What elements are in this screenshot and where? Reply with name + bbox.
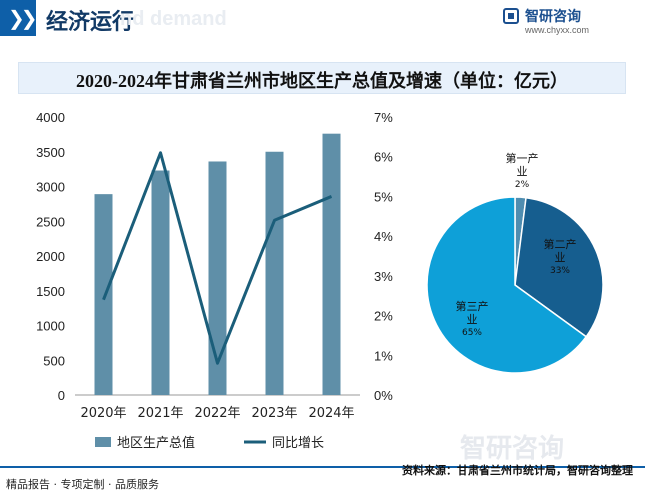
- section-title: 经济运行: [46, 10, 135, 35]
- x-tick-label: 2023年: [251, 406, 297, 421]
- legend-swatch-bar: [95, 437, 111, 447]
- brand: 智研咨询 www.chyxx.com: [503, 6, 633, 38]
- footer-watermark: 智研咨询: [460, 434, 565, 464]
- y-right-tick-label: 1%: [374, 348, 393, 363]
- header-watermark: nd demand: [120, 8, 227, 30]
- y-right-tick-label: 5%: [374, 189, 393, 204]
- pie-label: 第一产: [506, 151, 539, 165]
- chart-title-band: 2020-2024年甘肃省兰州市地区生产总值及增速（单位：亿元）: [18, 62, 626, 94]
- pie-label: 第三产: [456, 299, 489, 313]
- y-left-tick-label: 1000: [36, 319, 65, 334]
- pie-label: 业: [467, 313, 478, 326]
- brand-logo-icon: [503, 8, 519, 24]
- bar: [94, 194, 113, 395]
- bar-line-chart: 0 500 1000 1500 2000 2500 3000 3500 4000 0% 1% 2% 3%…: [36, 110, 393, 451]
- pie-percent-label: 2%: [515, 180, 530, 190]
- y-left-tick-label: 1500: [36, 284, 65, 299]
- x-tick-label: 2021年: [137, 406, 183, 421]
- y-left-tick-label: 2000: [36, 249, 65, 264]
- y-right-tick-label: 0%: [374, 388, 393, 403]
- pie-slice: [426, 196, 588, 374]
- y-left-tick-label: 0: [58, 388, 65, 403]
- y-right-tick-label: 2%: [374, 309, 393, 324]
- footer: 精品报告 · 专项定制 · 品质服务: [0, 466, 645, 496]
- header-bar: ❯❯ 经济运行 nd demand 智研咨询 www.chyxx.com: [0, 0, 645, 40]
- y-right-tick-label: 4%: [374, 229, 393, 244]
- y-left-tick-label: 2500: [36, 214, 65, 229]
- pie-label: 第二产: [544, 237, 577, 251]
- brand-name: 智研咨询: [525, 9, 581, 25]
- pie-label: 业: [555, 251, 566, 264]
- chevron-right-icon: ❯❯: [8, 6, 37, 30]
- x-tick-label: 2022年: [194, 406, 240, 421]
- bar: [265, 151, 284, 395]
- chart-title: 2020-2024年甘肃省兰州市地区生产总值及增速（单位：亿元）: [76, 71, 568, 91]
- bar: [151, 170, 170, 395]
- y-left-tick-label: 3500: [36, 145, 65, 160]
- y-right-tick-label: 7%: [374, 110, 393, 125]
- pie-percent-label: 65%: [462, 328, 482, 338]
- pie-slice: [514, 196, 604, 338]
- brand-url: www.chyxx.com: [525, 25, 590, 35]
- footer-divider: [0, 466, 645, 468]
- pie-percent-label: 33%: [550, 266, 570, 276]
- legend-label: 同比增长: [272, 436, 324, 451]
- data-source: 资料来源：甘肃省兰州市统计局，智研咨询整理: [402, 464, 633, 477]
- legend-label: 地区生产总值: [117, 435, 195, 451]
- bar: [322, 133, 341, 395]
- pie-label: 业: [517, 165, 528, 178]
- y-left-tick-label: 3000: [36, 180, 65, 195]
- x-tick-label: 2020年: [80, 406, 126, 421]
- y-left-tick-label: 4000: [36, 110, 65, 125]
- x-tick-label: 2024年: [308, 406, 354, 421]
- bar: [208, 161, 227, 395]
- footer-slogan: 精品报告 · 专项定制 · 品质服务: [6, 478, 159, 491]
- section-marker: [0, 0, 36, 36]
- y-right-tick-label: 6%: [374, 150, 393, 165]
- y-right-tick-label: 3%: [374, 269, 393, 284]
- y-left-tick-label: 500: [43, 353, 65, 368]
